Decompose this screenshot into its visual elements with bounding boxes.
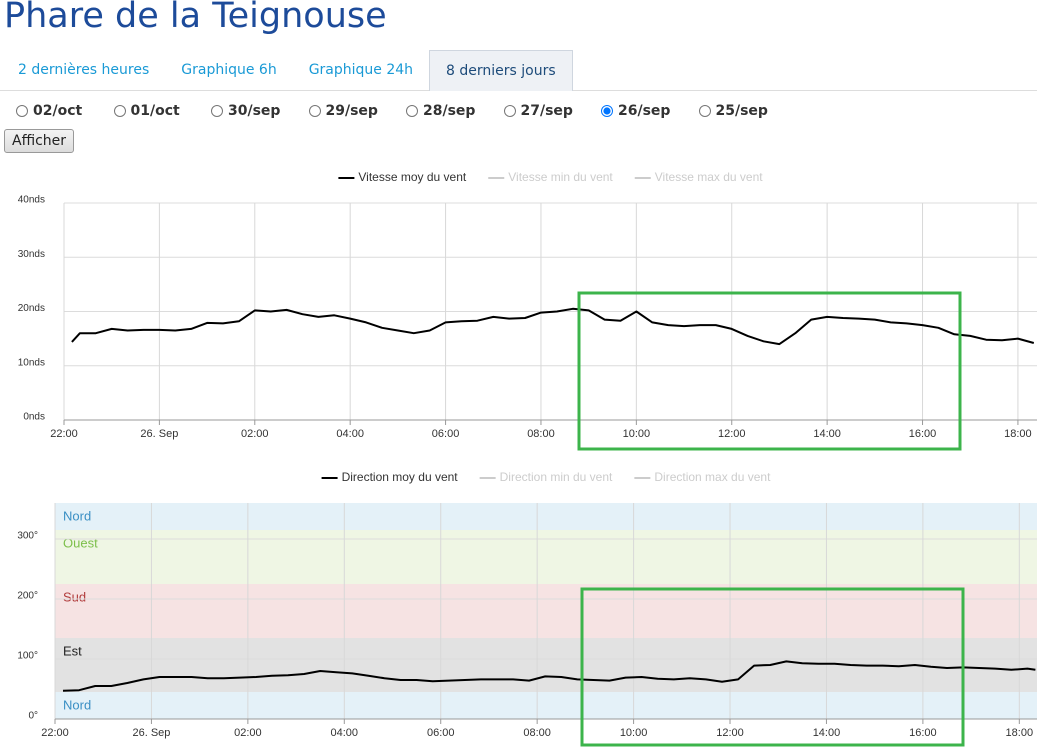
legend-label: Vitesse moy du vent [358, 170, 467, 184]
x-tick-label: 14:00 [813, 428, 841, 440]
wind-speed-chart: 0nds 10nds 20nds 30nds 40nds 22:00 26. Sep 02:0… [18, 170, 1037, 440]
x-tick-label: 22:00 [50, 428, 78, 440]
y-tick-label: 100° [17, 651, 38, 662]
y-tick-label: 0° [28, 711, 38, 722]
x-tick-label: 08:00 [527, 428, 555, 440]
y-tick-label: 20nds [18, 303, 45, 314]
highlight-box [577, 291, 962, 451]
date-option[interactable]: 01/oct [110, 103, 208, 119]
date-label: 01/oct [130, 103, 180, 119]
legend: Direction moy du vent Direction min du ve… [321, 470, 771, 484]
legend-label: Vitesse max du vent [655, 170, 764, 184]
plot-band [55, 692, 1037, 719]
wind-direction-chart: Nord Est Sud Ouest Nord 0° 100° 200° 300° 22:00 26… [17, 470, 1037, 739]
x-tick-label: 10:00 [620, 727, 648, 739]
tab-bar: 2 dernières heures Graphique 6h Graphique … [0, 50, 1037, 91]
x-tick-label: 22:00 [41, 727, 69, 739]
radio[interactable] [698, 105, 711, 117]
band-label: Nord [63, 697, 91, 712]
date-label: 27/sep [520, 103, 573, 119]
show-button[interactable]: Afficher [4, 129, 75, 153]
y-tick-label: 0nds [23, 412, 45, 423]
tab[interactable]: Graphique 6h [181, 62, 277, 78]
x-tick-label: 16:00 [909, 428, 937, 440]
data-line [62, 660, 1036, 692]
date-label: 26/sep [618, 103, 671, 119]
y-tick-label: 10nds [18, 357, 45, 368]
radio[interactable] [16, 105, 28, 117]
band-label: Sud [63, 589, 86, 604]
radio[interactable] [308, 105, 321, 117]
date-option[interactable]: 26/sep [597, 103, 695, 119]
radio[interactable] [503, 105, 516, 117]
x-tick-label: 16:00 [909, 727, 937, 739]
x-tick-label: 26. Sep [132, 727, 170, 739]
date-option[interactable]: 25/sep [695, 103, 793, 119]
date-option[interactable]: 29/sep [305, 103, 403, 119]
plot-band [55, 530, 1037, 584]
date-label: 25/sep [715, 103, 768, 119]
radio[interactable] [113, 105, 126, 117]
y-tick-label: 300° [17, 531, 38, 542]
date-label: 02/oct [33, 103, 83, 119]
legend-label: Direction min du vent [500, 470, 613, 484]
tab[interactable]: 2 dernières heures [18, 62, 150, 78]
tab[interactable]: Graphique 24h [308, 62, 414, 78]
tab[interactable]: 8 derniers jours [429, 50, 573, 91]
date-option[interactable]: 27/sep [500, 103, 598, 119]
date-label: 28/sep [423, 103, 476, 119]
x-tick-label: 04:00 [331, 727, 359, 739]
date-label: 30/sep [228, 103, 281, 119]
page-title: Phare de la Teignouse [4, 0, 387, 36]
radio[interactable] [406, 105, 418, 117]
data-line [71, 307, 1035, 346]
date-option[interactable]: 28/sep [402, 103, 500, 119]
x-tick-label: 18:00 [1006, 727, 1034, 739]
legend-label: Direction max du vent [654, 470, 771, 484]
x-tick-label: 26. Sep [140, 428, 178, 440]
radio[interactable] [601, 105, 613, 117]
x-tick-label: 06:00 [432, 428, 460, 440]
x-tick-label: 18:00 [1004, 428, 1032, 440]
date-selector: 02/oct 01/oct 30/sep 29/sep 28/sep 27/sep 26/s… [12, 103, 792, 119]
x-tick-label: 06:00 [427, 727, 455, 739]
date-label: 29/sep [325, 103, 378, 119]
radio[interactable] [211, 105, 223, 117]
plot-band [55, 503, 1037, 530]
x-tick-label: 02:00 [234, 727, 262, 739]
x-tick-label: 14:00 [813, 727, 841, 739]
date-option[interactable]: 02/oct [12, 103, 110, 119]
band-label: Nord [63, 508, 91, 523]
legend: Vitesse moy du vent Vitesse min du vent Vi… [338, 170, 763, 184]
y-tick-label: 200° [17, 591, 38, 602]
x-tick-label: 08:00 [523, 727, 551, 739]
legend-label: Direction moy du vent [342, 470, 459, 484]
legend-label: Vitesse min du vent [508, 170, 613, 184]
band-label: Ouest [63, 535, 98, 550]
plot-band [55, 638, 1037, 692]
plot-band [55, 584, 1037, 638]
highlight-box [580, 587, 965, 747]
band-label: Est [63, 643, 82, 658]
x-tick-label: 12:00 [716, 727, 744, 739]
y-tick-label: 30nds [18, 249, 45, 260]
x-tick-label: 10:00 [623, 428, 651, 440]
x-tick-label: 12:00 [718, 428, 746, 440]
date-option[interactable]: 30/sep [207, 103, 305, 119]
x-tick-label: 02:00 [241, 428, 269, 440]
y-tick-label: 40nds [18, 195, 45, 206]
x-tick-label: 04:00 [336, 428, 364, 440]
